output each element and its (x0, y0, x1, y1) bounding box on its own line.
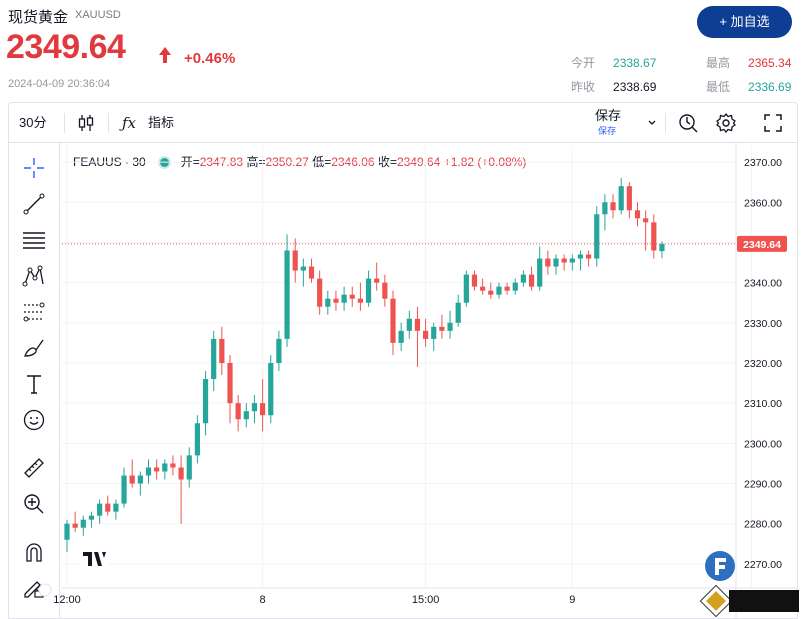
stat-low: 最低 2336.69 (706, 78, 791, 95)
undo-icon[interactable] (677, 112, 699, 134)
horizontal-lines-icon[interactable] (22, 228, 46, 252)
market-status-dot (159, 158, 169, 167)
zoom-in-icon[interactable] (22, 492, 46, 516)
instrument-title: 现货黄金 (8, 9, 69, 26)
legend-close-label: 收= (377, 155, 397, 169)
chart-legend: FEAUUS · 30 开=2347.83 高=2350.27 低=2346.06… (73, 153, 526, 170)
legend-high-value: 2350.27 (265, 155, 309, 169)
instrument-symbol: XAUUSD (75, 9, 121, 21)
toolbar-divider (108, 113, 109, 133)
stat-high: 最高 2365.34 (706, 54, 791, 71)
stat-open-value: 2338.67 (613, 56, 657, 70)
stat-prev-close: 昨收 2338.69 (571, 78, 656, 95)
up-arrow-icon (159, 47, 171, 63)
lock-pencil-icon[interactable] (22, 576, 46, 600)
legend-symbol[interactable]: FEAUUS · 30 (73, 155, 146, 169)
trend-line-icon[interactable] (22, 192, 46, 216)
settings-icon[interactable] (715, 112, 737, 134)
candle-type-icon[interactable] (76, 113, 96, 133)
chart-toolbar: 30分 ƒx 指标 保存 (8, 102, 798, 142)
stat-open: 今开 2338.67 (571, 54, 656, 71)
legend-close-value: 2349.64 (396, 155, 441, 169)
fib-icon[interactable] (22, 300, 46, 324)
emoji-icon[interactable] (22, 408, 46, 432)
save-subtitle: 保存 (598, 126, 617, 136)
stat-high-label: 最高 (706, 56, 731, 70)
save-button[interactable]: 保存 (595, 108, 622, 123)
legend-high-label: 高= (246, 155, 266, 169)
crosshair-icon[interactable] (22, 156, 46, 180)
legend-low-label: 低= (312, 155, 332, 169)
indicators-button[interactable]: 指标 (148, 115, 175, 130)
toolbar-divider (64, 113, 65, 133)
stat-low-value: 2336.69 (748, 80, 792, 94)
drawing-toolbar (8, 142, 60, 619)
pattern-icon[interactable] (22, 264, 46, 288)
interval-selector[interactable]: 30分 (19, 115, 47, 130)
text-icon[interactable] (22, 372, 46, 396)
chevron-down-icon[interactable] (647, 118, 657, 128)
legend-open-value: 2347.83 (199, 155, 244, 169)
legend-low-value: 2346.06 (331, 155, 375, 169)
legend-change: +1.82 (+0.08%) (443, 155, 527, 169)
fx-icon[interactable]: ƒx (122, 114, 137, 132)
toolbar-divider (665, 113, 666, 133)
stat-prev-value: 2338.69 (613, 80, 657, 94)
stat-high-value: 2365.34 (748, 56, 792, 70)
brush-icon[interactable] (22, 336, 46, 360)
chart-frame (8, 142, 798, 619)
quote-timestamp: 2024-04-09 20:36:04 (8, 78, 111, 90)
last-price: 2349.64 (6, 28, 126, 66)
magnet-icon[interactable] (22, 540, 46, 564)
change-percent: +0.46% (184, 50, 236, 67)
add-watchlist-button[interactable]: + 加自选 (697, 6, 792, 38)
stat-prev-label: 昨收 (571, 80, 596, 94)
fullscreen-icon[interactable] (763, 113, 783, 133)
stat-open-label: 今开 (571, 56, 596, 70)
quote-header: 现货黄金 XAUUSD 2349.64 +0.46% 2024-04-09 20… (0, 0, 804, 100)
stat-low-label: 最低 (706, 80, 731, 94)
ruler-icon[interactable] (22, 456, 46, 480)
legend-open-label: 开= (180, 155, 200, 169)
